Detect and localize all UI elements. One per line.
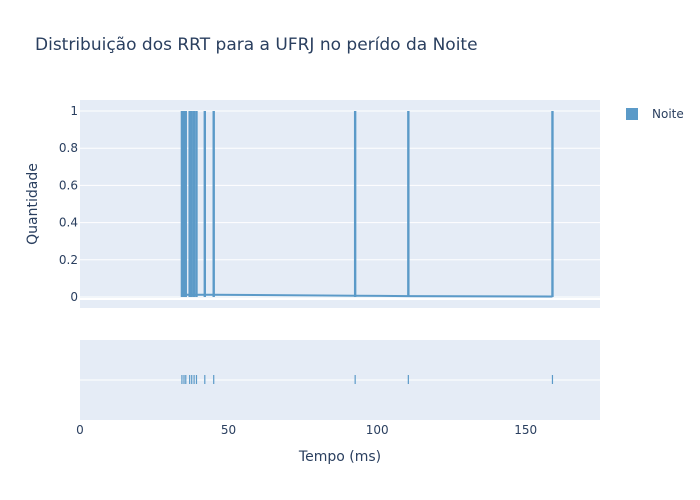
- histogram-bar: [180, 111, 184, 297]
- legend-swatch: [626, 108, 638, 120]
- histogram-bar: [203, 111, 206, 297]
- histogram-bar: [182, 111, 186, 297]
- main-plot-background: [80, 100, 600, 308]
- y-tick-label: 0.6: [59, 178, 78, 192]
- y-tick-label: 0.4: [59, 216, 78, 230]
- legend[interactable]: Noite: [626, 107, 684, 121]
- y-tick-label: 0.8: [59, 141, 78, 155]
- y-axis-title: Quantidade: [25, 163, 41, 245]
- histogram-bar: [184, 111, 187, 297]
- x-tick-label: 150: [514, 423, 537, 437]
- x-tick-label: 50: [221, 423, 236, 437]
- histogram-bar: [551, 111, 554, 297]
- x-tick-label: 0: [76, 423, 84, 437]
- x-axis-title: Tempo (ms): [298, 449, 381, 465]
- bars: [180, 111, 554, 297]
- x-tick-label: 100: [366, 423, 389, 437]
- histogram-bar: [407, 111, 410, 297]
- y-axis-ticks: 0 0.2 0.4 0.6 0.8 1: [59, 104, 78, 304]
- histogram-bar: [195, 111, 198, 297]
- histogram-bar: [353, 111, 357, 297]
- chart-title: Distribuição dos RRT para a UFRJ no perí…: [35, 35, 478, 55]
- y-tick-label: 0: [70, 290, 78, 304]
- legend-label: Noite: [652, 107, 684, 121]
- histogram-bar: [190, 111, 193, 297]
- density-curve: [181, 293, 553, 298]
- histogram-bar: [212, 111, 215, 297]
- y-tick-label: 1: [70, 104, 78, 118]
- rug-marks: [181, 375, 554, 384]
- x-axis-ticks: 0 50 100 150: [76, 423, 537, 437]
- y-tick-label: 0.2: [59, 253, 78, 267]
- histogram-bar: [192, 111, 196, 297]
- histogram-bar: [188, 111, 191, 297]
- main-grid: [80, 110, 600, 300]
